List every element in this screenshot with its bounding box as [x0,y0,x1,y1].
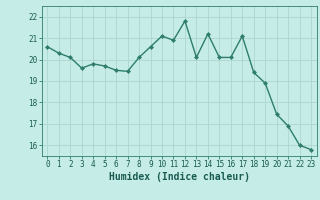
X-axis label: Humidex (Indice chaleur): Humidex (Indice chaleur) [109,172,250,182]
